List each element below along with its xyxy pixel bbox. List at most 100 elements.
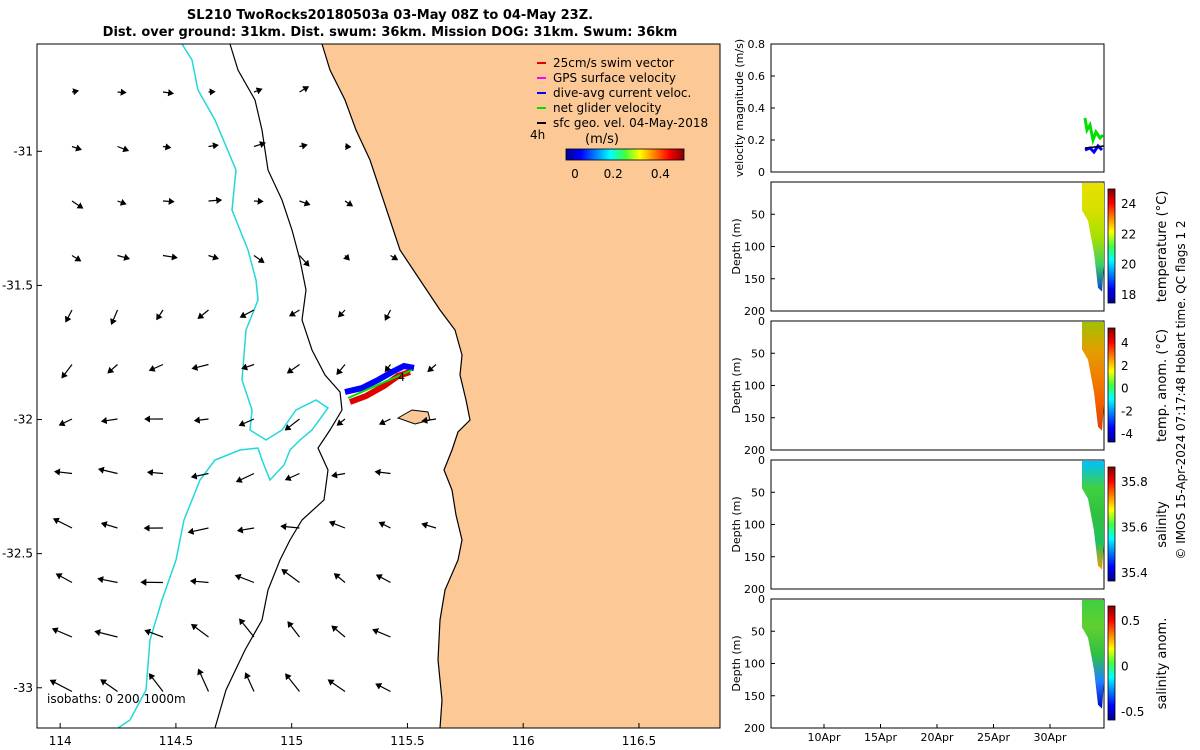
map-panel: 4 114 114.5 115 115.5 116 116.5 -31 -31.5 -32 -3… bbox=[2, 43, 721, 748]
depth-tick-label: 200 bbox=[744, 444, 765, 457]
legend-label: 25cm/s swim vector bbox=[553, 56, 674, 70]
velocity-arrow bbox=[117, 253, 131, 261]
map-xtick-label: 116 bbox=[512, 734, 535, 748]
velocity-arrow bbox=[197, 309, 209, 320]
velocity-arrow bbox=[190, 623, 209, 638]
map-ytick-label: -32.5 bbox=[2, 547, 33, 561]
velocity-arrow bbox=[299, 86, 310, 93]
colorbar-tick-label: 0.4 bbox=[651, 167, 670, 181]
velocity-arrow bbox=[162, 89, 175, 97]
velocity-arrow bbox=[331, 625, 346, 638]
velocity-arrow bbox=[97, 466, 118, 475]
velocity-ytick-label: 0 bbox=[758, 166, 765, 179]
colorbar-tick-label: 35.6 bbox=[1121, 521, 1148, 535]
velocity-arrow bbox=[110, 309, 119, 325]
depth-tick-label: 50 bbox=[751, 625, 765, 638]
velocity-arrow bbox=[241, 363, 255, 371]
depth-tick-label: 100 bbox=[744, 241, 765, 254]
velocity-arrow bbox=[71, 144, 82, 152]
colorbar-tick-label: -2 bbox=[1121, 404, 1133, 418]
velocity-arrow bbox=[286, 364, 300, 374]
velocity-arrow bbox=[61, 364, 73, 379]
velocity-arrow bbox=[284, 472, 300, 481]
velocity-arrow bbox=[236, 526, 255, 534]
chart-title-line2: Dist. over ground: 31km. Dist. swum: 36k… bbox=[102, 25, 678, 40]
profile-axes bbox=[770, 320, 1105, 451]
velocity-arrow bbox=[189, 577, 209, 585]
velocity-arrow bbox=[421, 416, 437, 424]
velocity-arrow bbox=[238, 418, 255, 427]
velocity-arrow bbox=[280, 523, 300, 531]
legend-label: net glider velocity bbox=[553, 101, 661, 115]
depth-tick-label: 50 bbox=[751, 208, 765, 221]
velocity-arrow bbox=[117, 145, 130, 153]
velocity-arrow bbox=[71, 88, 80, 96]
glider-track bbox=[344, 362, 415, 405]
time-tick-label: 10Apr bbox=[807, 731, 841, 744]
velocity-arrow bbox=[191, 363, 209, 371]
colorbar-tick-label: 24 bbox=[1121, 197, 1136, 211]
map-ytick-label: -31 bbox=[13, 144, 33, 158]
velocity-arrow bbox=[144, 628, 164, 638]
velocity-arrow bbox=[374, 468, 391, 476]
velocity-arrow bbox=[336, 364, 346, 375]
colorbar-label: salinity anom. bbox=[1155, 618, 1170, 710]
isobath-1000m bbox=[117, 43, 330, 729]
velocity-arrow bbox=[146, 469, 164, 477]
velocity-arrow bbox=[97, 576, 118, 584]
velocity-arrow bbox=[156, 309, 164, 321]
footer-credit: © IMOS 15-Apr-2024 07:17:48 Hobart time.… bbox=[1174, 220, 1188, 559]
velocity-arrow bbox=[336, 418, 346, 426]
velocity-arrow bbox=[148, 363, 164, 372]
depth-tick-label: 100 bbox=[744, 380, 765, 393]
time-tick-label: 30Apr bbox=[1033, 731, 1067, 744]
depth-tick-label: 0 bbox=[758, 454, 765, 467]
profile-axes bbox=[770, 598, 1105, 729]
velocity-arrow bbox=[193, 416, 209, 424]
colorbar-tick-label: 2 bbox=[1121, 359, 1129, 373]
surface-velocity-arrows bbox=[49, 86, 437, 693]
depth-ylabel: Depth (m) bbox=[730, 218, 743, 274]
velocity-arrow bbox=[208, 142, 219, 150]
colorbar-tick-label: 35.8 bbox=[1121, 475, 1148, 489]
velocity-arrow bbox=[253, 87, 263, 95]
velocity-arrow bbox=[244, 672, 255, 692]
map-ytick-label: -33 bbox=[13, 681, 33, 695]
depth-tick-label: 200 bbox=[744, 583, 765, 596]
depth-ylabel: Depth (m) bbox=[730, 635, 743, 691]
velocity-arrow bbox=[100, 679, 118, 692]
velocity-arrow bbox=[117, 88, 127, 96]
velocity-arrow bbox=[239, 309, 255, 318]
isobath-200m bbox=[214, 43, 343, 729]
profile-panel: 50 100 150 200 Depth (m) 24 22 20 18 temperature … bbox=[730, 181, 1170, 318]
profile-data bbox=[1082, 600, 1104, 709]
depth-ylabel: Depth (m) bbox=[730, 357, 743, 413]
map-ytick-label: -31.5 bbox=[2, 278, 33, 292]
velocity-arrow bbox=[71, 200, 84, 209]
depth-tick-label: 100 bbox=[744, 658, 765, 671]
colorbar-label: salinity bbox=[1155, 501, 1170, 548]
colorbar-tick-label: 0 bbox=[1121, 660, 1129, 674]
colorbar-tick-label: 35.4 bbox=[1121, 566, 1148, 580]
velocity-arrow bbox=[51, 627, 73, 638]
velocity-arrow bbox=[327, 679, 346, 692]
map-xtick-label: 115.5 bbox=[390, 734, 424, 748]
velocity-arrow bbox=[288, 309, 300, 317]
profile-axes bbox=[770, 181, 1105, 312]
velocity-arrow bbox=[117, 198, 127, 206]
colorbar-tick-label: 22 bbox=[1121, 227, 1136, 241]
colorbar-tick-label: 0.2 bbox=[604, 167, 623, 181]
velocity-arrow bbox=[284, 418, 300, 431]
velocity-arrow bbox=[281, 569, 300, 583]
velocity-arrow bbox=[287, 621, 300, 638]
profile-panel: 0 50 100 150 200 Depth (m) 4 2 0 -2 -4 temp. anom. … bbox=[730, 315, 1170, 457]
velocity-arrow bbox=[253, 255, 265, 264]
chart-title-line1: SL210 TwoRocks20180503a 03-May 08Z to 04… bbox=[186, 8, 594, 23]
velocity-arrow bbox=[162, 197, 175, 205]
velocity-arrow bbox=[49, 679, 73, 693]
profile-data bbox=[1082, 183, 1104, 292]
depth-tick-label: 0 bbox=[758, 593, 765, 606]
colorbar-label: temp. anom. (°C) bbox=[1155, 329, 1170, 442]
